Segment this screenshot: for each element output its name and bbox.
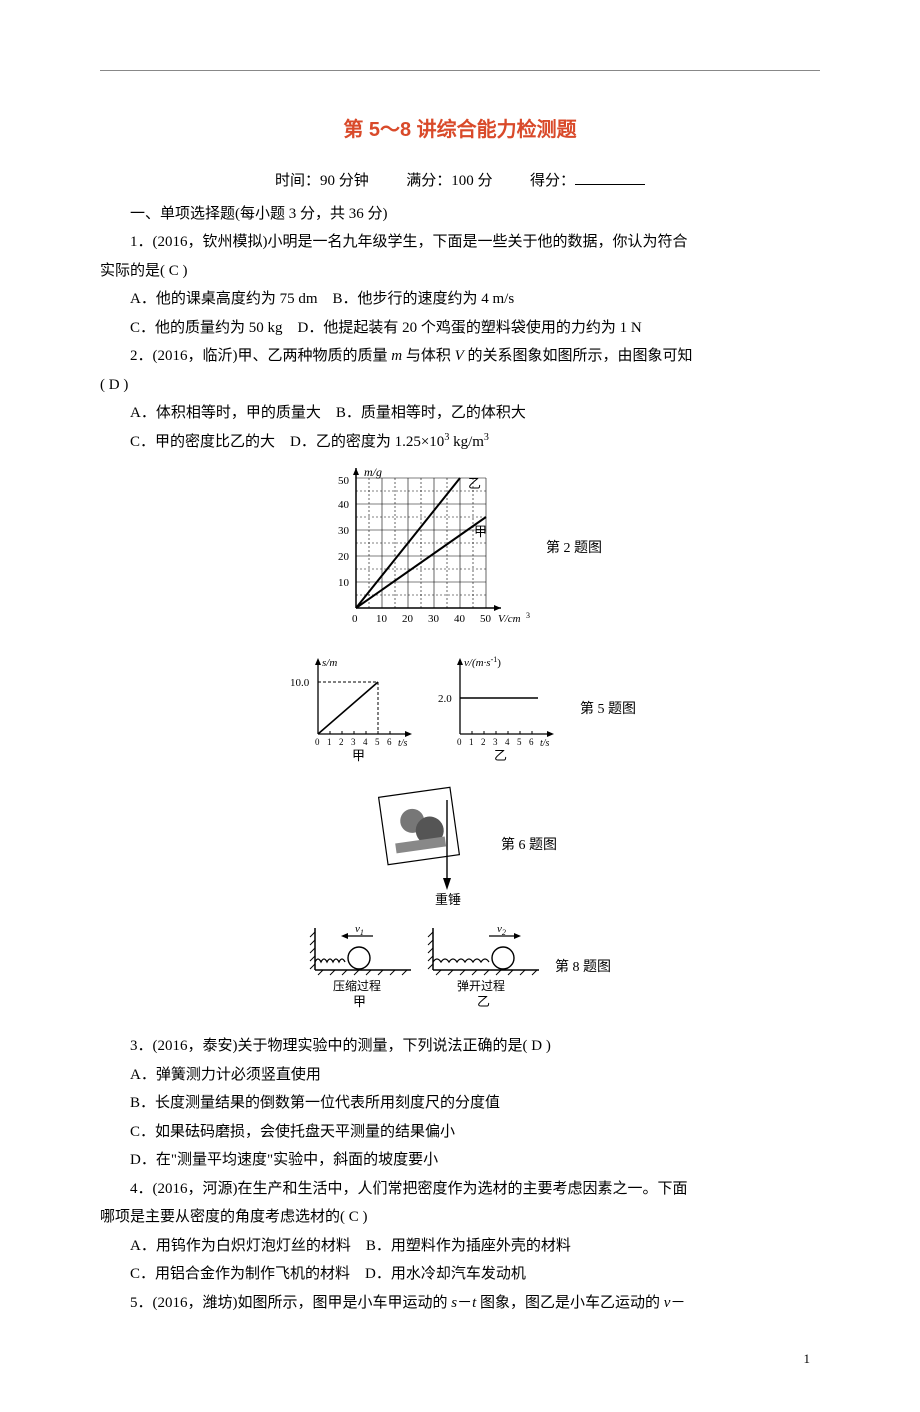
top-rule [100,70,820,71]
svg-text:4: 4 [363,737,368,747]
page-title: 第 5～8 讲综合能力检测题 [100,111,820,149]
svg-text:乙: 乙 [477,994,490,1009]
svg-text:10.0: 10.0 [290,677,310,689]
q3-d: D．在"测量平均速度"实验中，斜面的坡度要小 [100,1146,820,1175]
fig8-caption: 第 8 题图 [555,955,611,982]
svg-text:3: 3 [493,737,498,747]
q1-opt-ab: A．他的课桌高度约为 75 dm B．他步行的速度约为 4 m/s [100,285,820,314]
svg-text:甲: 甲 [352,748,365,763]
fig2-caption: 第 2 题图 [546,536,602,563]
q2-opt-c-text: C．甲的密度比乙的大 D．乙的密度为 1.25×10 [130,434,444,450]
q4-cd: C．用铝合金作为制作飞机的材料 D．用水冷却汽车发动机 [100,1260,820,1289]
svg-text:20: 20 [402,613,414,625]
svg-text:40: 40 [454,613,466,625]
q2-var-v: V [455,348,464,364]
svg-text:50: 50 [338,475,350,487]
svg-text:弹开过程: 弹开过程 [457,978,505,993]
q1-stem-line2: 实际的是( C ) [100,257,820,286]
figures-block: m/g 乙 甲 10 20 30 40 50 0 10 20 30 40 50 … [100,464,820,1014]
svg-text:t/s: t/s [398,738,408,749]
q2-sup2: 3 [484,432,489,443]
svg-text:甲: 甲 [353,994,366,1009]
svg-text:0: 0 [315,737,320,747]
svg-text:s/m: s/m [322,657,337,669]
svg-text:1: 1 [469,737,474,747]
q5-stem: 5．(2016，潍坊)如图所示，图甲是小车甲运动的 s－t 图象，图乙是小车乙运… [100,1289,820,1318]
q4-stem1: 4．(2016，河源)在生产和生活中，人们常把密度作为选材的主要考虑因素之一。下… [100,1175,820,1204]
fig2-chart: m/g 乙 甲 10 20 30 40 50 0 10 20 30 40 50 … [318,464,538,634]
svg-text:30: 30 [338,525,350,537]
q2-var-m: m [391,348,402,364]
fig2-ylabel: m/g [364,465,382,479]
svg-text:2: 2 [339,737,344,747]
q2-stem-line2: ( D ) [100,371,820,400]
fig5-row: s/m 10.0 0 1 2 3 4 5 6 t/s 甲 [284,650,636,770]
svg-text:4: 4 [505,737,510,747]
q4-stem2: 哪项是主要从密度的角度考虑选材的( C ) [100,1203,820,1232]
q4-ab: A．用钨作为白炽灯泡灯丝的材料 B．用塑料作为插座外壳的材料 [100,1232,820,1261]
fig8-left: v1 压缩过程 甲 [309,922,419,1014]
svg-text:v2: v2 [497,923,506,937]
q1-stem-line1: 1．(2016，钦州模拟)小明是一名九年级学生，下面是一些关于他的数据，你认为符… [100,228,820,257]
svg-text:3: 3 [351,737,356,747]
q3-b: B．长度测量结果的倒数第一位代表所用刻度尺的分度值 [100,1089,820,1118]
q3-c: C．如果砝码磨损，会使托盘天平测量的结果偏小 [100,1118,820,1147]
fig2-jia: 甲 [474,524,487,539]
fullscore-label: 满分：100 分 [406,173,492,189]
svg-text:0: 0 [457,737,462,747]
q2-stem-part3: 的关系图象如图所示，由图象可知 [464,348,693,364]
svg-text:50: 50 [480,613,492,625]
q5-dash2: － [670,1295,685,1311]
svg-text:5: 5 [375,737,380,747]
score-blank [575,184,645,185]
q2-opt-c-end: kg/m [449,434,484,450]
svg-text:3: 3 [526,611,530,620]
fig2-yi: 乙 [468,476,481,491]
q3-a: A．弹簧测力计必须竖直使用 [100,1061,820,1090]
q1-opt-cd: C．他的质量约为 50 kg D．他提起装有 20 个鸡蛋的塑料袋使用的力约为 … [100,314,820,343]
fig2-row: m/g 乙 甲 10 20 30 40 50 0 10 20 30 40 50 … [318,464,602,634]
svg-text:0: 0 [352,613,358,625]
fig5-right: v/(m·s-1) 2.0 0 1 2 3 4 5 6 t/s 乙 [432,650,572,770]
score-label: 得分： [530,173,575,189]
svg-text:t/s: t/s [540,738,550,749]
svg-text:1: 1 [327,737,332,747]
svg-text:6: 6 [529,737,534,747]
q2-opt-cd: C．甲的密度比乙的大 D．乙的密度为 1.25×103 kg/m3 [100,428,820,457]
svg-text:30: 30 [428,613,440,625]
svg-text:压缩过程: 压缩过程 [333,978,381,993]
svg-text:V/cm: V/cm [498,613,521,625]
svg-text:v/(m·s-1): v/(m·s-1) [464,655,501,669]
svg-text:20: 20 [338,551,350,563]
svg-text:2: 2 [481,737,486,747]
meta-line: 时间：90 分钟 满分：100 分 得分： [100,167,820,196]
svg-text:5: 5 [517,737,522,747]
q2-stem-part2: 与体积 [402,348,455,364]
svg-text:10: 10 [338,577,350,589]
svg-text:2.0: 2.0 [438,693,452,705]
time-label: 时间：90 分钟 [275,173,369,189]
fig5-caption: 第 5 题图 [580,697,636,724]
q2-opt-ab: A．体积相等时，甲的质量大 B．质量相等时，乙的体积大 [100,399,820,428]
svg-text:乙: 乙 [494,748,507,763]
fig6-caption: 第 6 题图 [501,833,557,860]
section-1-heading: 一、单项选择题(每小题 3 分，共 36 分) [100,200,820,229]
q2-stem: 2．(2016，临沂)甲、乙两种物质的质量 m 与体积 V 的关系图象如图所示，… [100,342,820,371]
page-number: 1 [100,1347,820,1372]
fig8-right: v2 弹开过程 乙 [427,922,547,1014]
svg-text:40: 40 [338,499,350,511]
q2-stem-part1: 2．(2016，临沂)甲、乙两种物质的质量 [130,348,391,364]
q3-stem: 3．(2016，泰安)关于物理实验中的测量，下列说法正确的是( D ) [100,1032,820,1061]
svg-text:重锤: 重锤 [435,892,461,906]
svg-text:10: 10 [376,613,388,625]
svg-text:v1: v1 [355,923,364,937]
svg-text:6: 6 [387,737,392,747]
q5-part1: 5．(2016，潍坊)如图所示，图甲是小车甲运动的 [130,1295,451,1311]
fig6-row: 重锤 第 6 题图 [363,786,557,906]
fig8-row: v1 压缩过程 甲 v2 弹开过程 乙 第 8 题图 [309,922,611,1014]
q5-part2: 图象，图乙是小车乙运动的 [476,1295,664,1311]
fig5-left: s/m 10.0 0 1 2 3 4 5 6 t/s 甲 [284,650,424,770]
q5-dash: － [457,1295,472,1311]
fig6-diagram: 重锤 [363,786,493,906]
